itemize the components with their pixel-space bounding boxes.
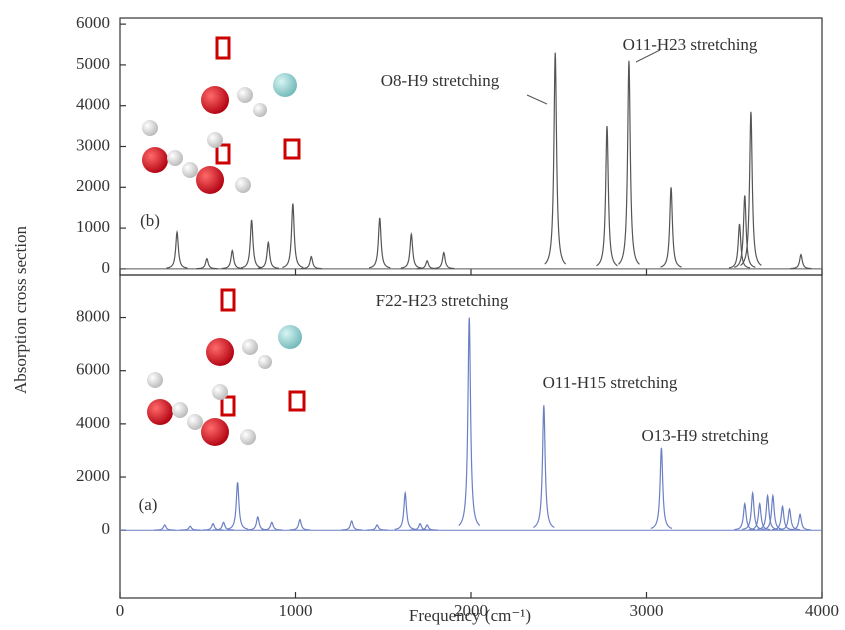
peak [401, 234, 422, 268]
peak [596, 126, 617, 266]
peak [241, 220, 262, 268]
peak [222, 251, 243, 269]
y-tick-label: 0 [102, 519, 111, 538]
peak [196, 259, 217, 269]
x-tick-label: 4000 [805, 601, 839, 620]
peak [651, 448, 672, 529]
peak [533, 405, 554, 527]
peak [749, 504, 770, 530]
annotation: O8-H9 stretching [381, 71, 500, 90]
peak [301, 257, 322, 269]
annotation: O13-H9 stretching [641, 426, 769, 445]
x-tick-label: 2000 [454, 601, 488, 620]
x-tick-label: 3000 [630, 601, 664, 620]
peak [369, 218, 390, 268]
peak [258, 242, 279, 268]
peak [154, 525, 175, 530]
peak [618, 61, 639, 264]
peak [282, 204, 303, 268]
y-tick-label: 8000 [76, 306, 110, 325]
peak [790, 255, 811, 269]
annotation-leader [527, 95, 547, 104]
y-tick-label: 1000 [76, 217, 110, 236]
panel-label: (b) [140, 211, 160, 230]
annotation: F22-H23 stretching [376, 291, 509, 310]
x-tick-label: 0 [116, 601, 125, 620]
panel-label: (a) [139, 495, 158, 514]
molecule-b [142, 38, 299, 194]
y-tick-label: 5000 [76, 54, 110, 73]
peak [367, 525, 388, 530]
chart: Absorption cross section Frequency (cm⁻¹… [0, 0, 845, 630]
molecule-a [147, 290, 304, 446]
y-tick-label: 4000 [76, 95, 110, 114]
peak [433, 253, 454, 269]
peak [459, 318, 480, 526]
peak [289, 520, 310, 530]
x-tick-label: 1000 [279, 601, 313, 620]
annotation: O11-H15 stretching [543, 373, 678, 392]
y-tick-label: 0 [102, 258, 111, 277]
peak [180, 526, 201, 530]
y-tick-label: 3000 [76, 135, 110, 154]
y-tick-label: 2000 [76, 176, 110, 195]
y-tick-label: 2000 [76, 466, 110, 485]
peak [341, 521, 362, 530]
annotation: O11-H23 stretching [623, 35, 758, 54]
peak [247, 517, 268, 530]
peak [167, 232, 188, 268]
peak [395, 493, 416, 529]
y-tick-label: 4000 [76, 413, 110, 432]
peak [661, 187, 682, 267]
peak [261, 522, 282, 530]
y-axis-label: Absorption cross section [11, 225, 30, 394]
peak [545, 53, 566, 264]
y-tick-label: 6000 [76, 13, 110, 32]
peak [790, 514, 811, 530]
peak [734, 504, 755, 530]
peak [740, 112, 761, 266]
peak [227, 482, 248, 529]
y-tick-label: 6000 [76, 360, 110, 379]
